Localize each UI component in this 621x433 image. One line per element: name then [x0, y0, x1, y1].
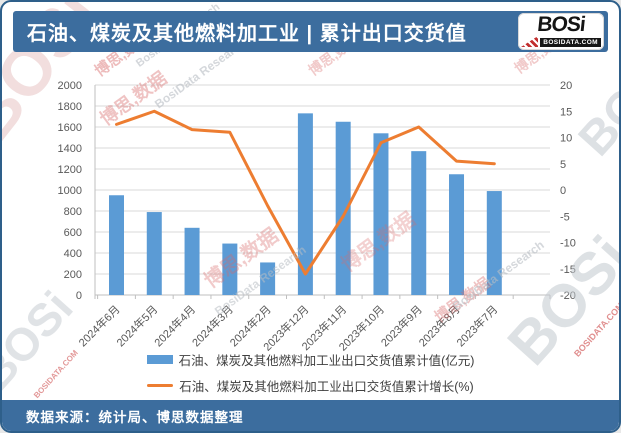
right-axis-tick-label: 0 [560, 185, 566, 197]
left-axis-tick-label: 1200 [58, 164, 82, 176]
data-source-text: 数据来源：统计局、博思数据整理 [26, 409, 244, 425]
bar [486, 191, 502, 295]
left-axis-tick-label: 800 [64, 206, 82, 218]
bar [260, 262, 276, 295]
bosi-logo: BOSi BOSIDATA.COM [518, 13, 604, 50]
legend-item-line-series: 石油、煤炭及其他燃料加工业出口交货值累计增长(%) [147, 376, 474, 395]
right-axis-tick-label: 5 [560, 159, 566, 171]
right-axis-tick-label: 20 [560, 80, 572, 92]
left-axis-tick-label: 1000 [58, 185, 82, 197]
right-axis-tick-label: -20 [560, 290, 576, 302]
bar-series-swatch [146, 355, 173, 364]
bar [335, 121, 351, 295]
bar [449, 174, 465, 295]
bar [222, 243, 238, 295]
footer-band: 数据来源：统计局、博思数据整理 [2, 400, 619, 431]
left-axis-tick-label: 1800 [58, 101, 82, 113]
header-band: 石油、煤炭及其他燃料加工业 | 累计出口交货值 BOSi BOSIDATA.CO… [13, 11, 608, 52]
bar-series-label: 石油、煤炭及其他燃料加工业出口交货值累计值(亿元) [178, 354, 475, 368]
bar [109, 195, 124, 295]
left-axis-tick-label: 400 [64, 248, 82, 260]
left-axis-tick-label: 1600 [58, 122, 82, 134]
x-axis-label: 2023年7月 [453, 302, 500, 349]
bar [184, 227, 200, 295]
page-title: 石油、煤炭及其他燃料加工业 | 累计出口交货值 [27, 23, 467, 45]
right-axis-tick-label: 15 [560, 106, 572, 118]
logo-stripes-icon [521, 36, 538, 47]
line-series-label: 石油、煤炭及其他燃料加工业出口交货值累计增长(%) [179, 380, 474, 394]
legend-item-bar-series: 石油、煤炭及其他燃料加工业出口交货值累计值(亿元) [146, 350, 475, 369]
line-series-swatch [147, 384, 174, 387]
left-axis-tick-label: 1400 [58, 143, 82, 155]
bar [146, 212, 162, 295]
right-axis-tick-label: -5 [560, 211, 570, 223]
right-axis-tick-label: -15 [560, 264, 576, 276]
left-axis-tick-label: 2000 [58, 80, 82, 92]
bosi-logo-text: BOSi [536, 13, 586, 36]
growth-line [115, 109, 496, 276]
bar [373, 133, 389, 295]
bar [411, 151, 427, 295]
legend: 石油、煤炭及其他燃料加工业出口交货值累计值(亿元) 石油、煤炭及其他燃料加工业出… [2, 350, 619, 395]
left-axis-tick-label: 600 [64, 227, 82, 239]
bosi-logo-domain: BOSIDATA.COM [540, 38, 601, 47]
bar [297, 113, 313, 295]
left-axis-tick-label: 200 [64, 269, 82, 281]
right-axis-tick-label: -10 [560, 238, 576, 250]
left-axis-tick-label: 0 [76, 290, 82, 302]
right-axis-tick-label: 10 [560, 133, 572, 145]
